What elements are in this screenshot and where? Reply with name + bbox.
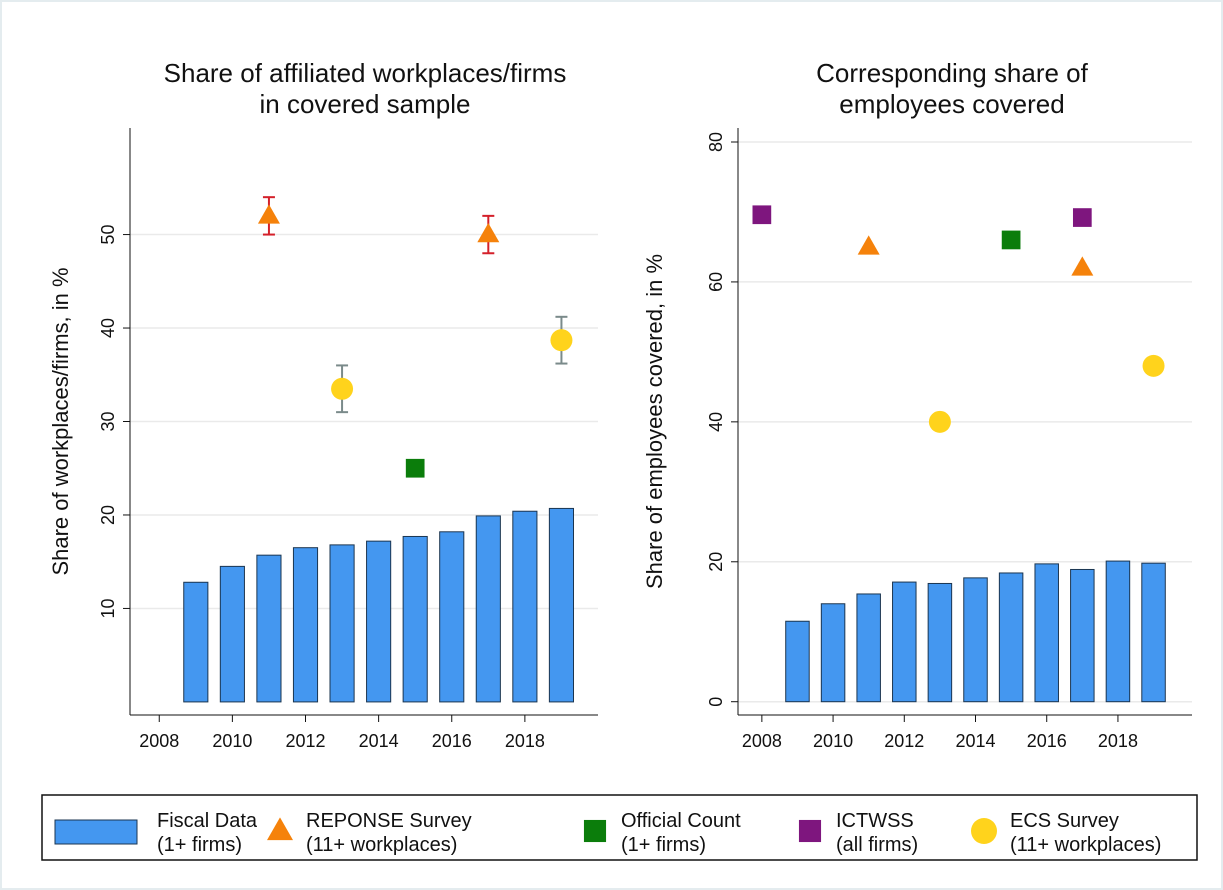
x-tick-label: 2010 bbox=[813, 731, 853, 751]
x-tick-label: 2014 bbox=[359, 731, 399, 751]
legend-marker bbox=[971, 818, 997, 844]
legend-label: REPONSE Survey (11+ workplaces) bbox=[306, 810, 472, 856]
legend-marker bbox=[583, 819, 607, 843]
y-tick-label: 0 bbox=[706, 697, 726, 707]
legend-label: Official Count (1+ firms) bbox=[621, 810, 741, 856]
chart-title: Share of affiliated workplaces/firms in c… bbox=[164, 58, 567, 119]
bar bbox=[1141, 562, 1166, 703]
bar bbox=[1105, 560, 1131, 703]
legend-marker bbox=[798, 819, 822, 843]
x-tick-label: 2018 bbox=[1098, 731, 1138, 751]
bar bbox=[439, 531, 465, 703]
bar bbox=[475, 515, 501, 703]
legend-swatch bbox=[54, 819, 138, 845]
legend-box bbox=[41, 794, 1198, 861]
x-tick-label: 2012 bbox=[884, 731, 924, 751]
bar bbox=[366, 540, 392, 703]
bar bbox=[548, 507, 575, 703]
bar bbox=[292, 547, 319, 703]
x-tick-label: 2016 bbox=[432, 731, 472, 751]
bar bbox=[183, 581, 209, 703]
circle-marker bbox=[550, 329, 573, 352]
square-marker bbox=[405, 458, 425, 478]
y-tick-label: 60 bbox=[706, 272, 726, 292]
bar bbox=[892, 581, 917, 703]
bar bbox=[856, 593, 881, 703]
square-marker bbox=[752, 205, 772, 225]
bar bbox=[256, 554, 282, 703]
x-tick-label: 2010 bbox=[212, 731, 252, 751]
circle-marker bbox=[331, 377, 354, 400]
circle-marker bbox=[1142, 354, 1165, 377]
bar bbox=[1034, 563, 1059, 703]
y-tick-label: 10 bbox=[98, 598, 118, 618]
y-tick-label: 40 bbox=[98, 318, 118, 338]
x-tick-label: 2018 bbox=[505, 731, 545, 751]
triangle-marker bbox=[257, 204, 280, 224]
x-tick-label: 2008 bbox=[742, 731, 782, 751]
triangle-marker bbox=[1071, 256, 1094, 276]
legend-marker bbox=[267, 817, 293, 841]
triangle-marker bbox=[857, 235, 880, 255]
chart-title: Corresponding share of employees covered bbox=[816, 58, 1088, 119]
bar bbox=[1070, 568, 1095, 703]
bar bbox=[998, 572, 1024, 703]
x-tick-label: 2014 bbox=[955, 731, 995, 751]
circle-marker bbox=[928, 410, 951, 433]
legend-label: ICTWSS (all firms) bbox=[836, 810, 918, 856]
x-tick-label: 2016 bbox=[1027, 731, 1067, 751]
y-tick-label: 30 bbox=[98, 411, 118, 431]
x-tick-label: 2012 bbox=[285, 731, 325, 751]
y-tick-label: 20 bbox=[706, 552, 726, 572]
y-axis-label: Share of employees covered, in % bbox=[642, 254, 667, 589]
y-tick-label: 40 bbox=[706, 412, 726, 432]
bar bbox=[785, 620, 810, 703]
legend-label: ECS Survey (11+ workplaces) bbox=[1010, 810, 1161, 856]
x-tick-label: 2008 bbox=[139, 731, 179, 751]
triangle-marker bbox=[477, 223, 500, 243]
bar bbox=[219, 565, 245, 703]
bar bbox=[927, 582, 953, 703]
bar bbox=[963, 577, 988, 703]
y-axis-label: Share of workplaces/firms, in % bbox=[48, 267, 73, 575]
bar bbox=[512, 510, 538, 703]
y-tick-label: 20 bbox=[98, 505, 118, 525]
square-marker bbox=[1072, 208, 1092, 227]
square-marker bbox=[1001, 230, 1021, 250]
bar bbox=[402, 535, 428, 703]
y-tick-label: 50 bbox=[98, 225, 118, 245]
y-tick-label: 80 bbox=[706, 132, 726, 152]
legend-label: Fiscal Data (1+ firms) bbox=[157, 810, 258, 856]
bar bbox=[329, 544, 355, 703]
bar bbox=[820, 603, 846, 703]
